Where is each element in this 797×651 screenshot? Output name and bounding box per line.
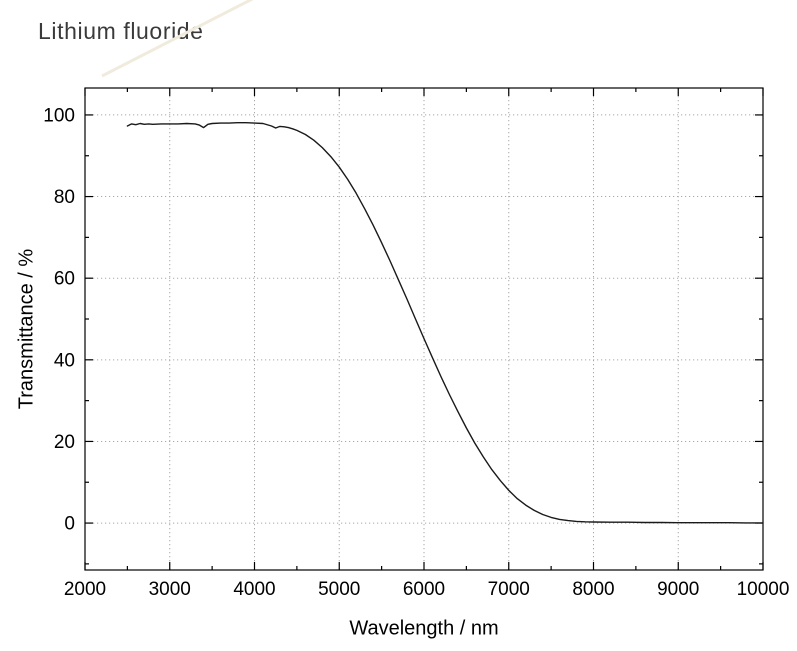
x-tick-label: 8000 (572, 579, 614, 600)
y-tick-label: 0 (64, 514, 75, 535)
y-tick-label: 20 (54, 432, 75, 453)
y-tick-label: 80 (54, 187, 75, 208)
x-tick-label: 9000 (657, 579, 699, 600)
x-tick-label: 4000 (233, 579, 275, 600)
watermark-line (101, 0, 254, 78)
y-tick-label: 60 (54, 269, 75, 290)
x-axis-label: Wavelength / nm (349, 617, 499, 640)
y-tick-label: 100 (43, 105, 75, 126)
x-tick-label: 3000 (149, 579, 191, 600)
x-tick-label: 7000 (488, 579, 530, 600)
spectrum-curve (126, 121, 764, 524)
x-tick-label: 10000 (737, 579, 790, 600)
y-axis-label: Transmittance / % (15, 248, 38, 410)
x-tick-label: 2000 (64, 579, 106, 600)
x-tick-label: 6000 (403, 579, 445, 600)
x-tick-label: 5000 (318, 579, 360, 600)
y-tick-label: 40 (54, 350, 75, 371)
